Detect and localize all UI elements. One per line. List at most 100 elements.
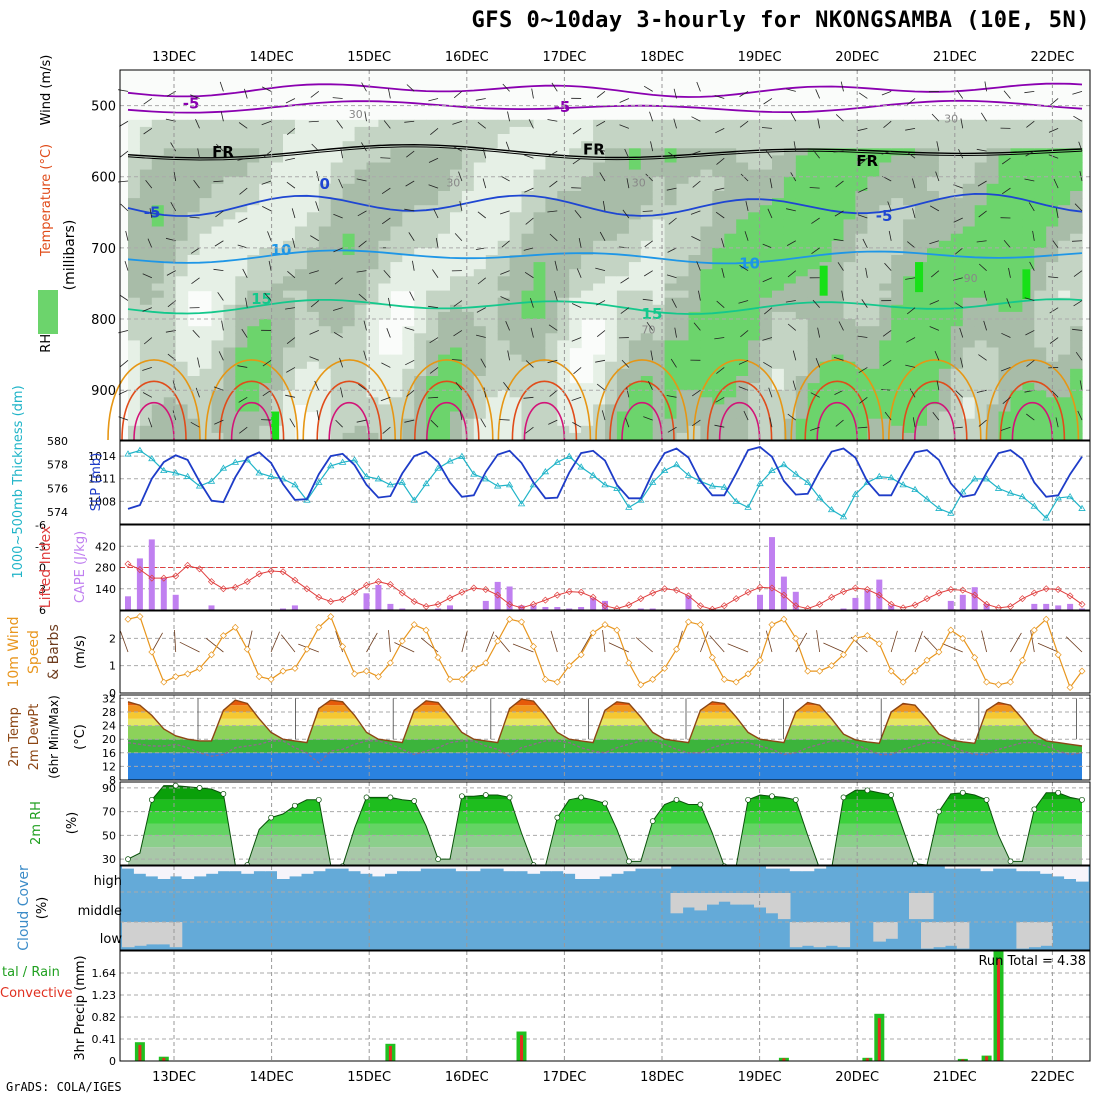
- rh-shading-cell: [831, 176, 845, 185]
- rh-shading-cell: [378, 411, 391, 420]
- rh-shading-cell: [235, 368, 248, 377]
- rh-shading-cell: [676, 226, 689, 235]
- rh-shading-cell: [235, 169, 248, 178]
- rh-shading-cell: [163, 283, 177, 292]
- rh-shading-cell: [1010, 276, 1023, 284]
- cloud-cell: [777, 893, 791, 920]
- rh-shading-cell: [163, 162, 177, 171]
- rh-shading-cell: [199, 212, 213, 220]
- rh-shading-cell: [414, 397, 427, 405]
- rh-shading-cell: [545, 347, 558, 356]
- rh-shading-cell: [247, 155, 260, 164]
- rh-shading-cell: [855, 304, 868, 313]
- rh-shading-cell: [175, 311, 189, 320]
- rh-shading-cell: [438, 432, 451, 441]
- rh-shading-cell: [569, 191, 582, 199]
- thickness-point: [720, 483, 728, 490]
- rh-shading-cell: [151, 376, 165, 384]
- rh-shading-cell: [927, 198, 940, 206]
- rh-shading-cell: [402, 432, 415, 441]
- rh-shading-cell: [938, 432, 952, 441]
- rh-shading-cell: [867, 233, 880, 242]
- rh-shading-cell: [1034, 290, 1047, 299]
- rh-shading-cell: [1046, 176, 1059, 185]
- rh-shading-cell: [366, 361, 379, 370]
- wind-barb: [505, 321, 510, 331]
- rh-shading-cell: [843, 297, 856, 306]
- rh-shading-cell: [366, 383, 379, 391]
- rh-shading-cell: [294, 319, 308, 327]
- rh-shading-cell: [962, 155, 976, 164]
- rh-shading-cell: [962, 290, 976, 299]
- rh-shading-cell: [283, 162, 296, 171]
- rh-shading-cell: [736, 425, 749, 434]
- rh-shading-cell: [306, 205, 320, 213]
- rh-shading-cell: [1034, 212, 1047, 220]
- rh-shading-cell: [795, 319, 809, 327]
- rh-shading-cell: [676, 126, 689, 135]
- rh-shading-cell: [867, 126, 880, 135]
- rh-shading-cell: [497, 119, 511, 128]
- rh-shading-cell: [342, 383, 356, 391]
- rh-shading-cell: [426, 276, 439, 284]
- wind-barb: [763, 98, 773, 105]
- lifted-index-point: [1030, 589, 1038, 597]
- rh-shading-cell: [831, 383, 845, 391]
- rh-shading-cell: [807, 155, 821, 164]
- rh-shading-cell: [390, 276, 403, 284]
- rh-shading-cell: [998, 233, 1011, 242]
- rh-shading-cell: [199, 333, 213, 341]
- wind-barb: [218, 351, 224, 361]
- rh-shading-cell: [294, 240, 308, 249]
- rh-shading-cell: [807, 361, 821, 370]
- rh-shading-cell: [342, 155, 356, 164]
- rh-shading-cell: [998, 354, 1011, 363]
- wind-barb: [811, 247, 820, 255]
- rh-shading-cell: [616, 354, 630, 363]
- rh-shading-cell: [974, 169, 988, 178]
- rh-shading-cell: [366, 333, 379, 341]
- rh-shading-cell: [545, 376, 558, 384]
- thickness-point: [160, 466, 168, 474]
- thickness-point: [1006, 489, 1015, 496]
- wind-barb: [738, 359, 749, 365]
- rh-shading-cell: [461, 141, 475, 149]
- wind-barb: [931, 113, 940, 122]
- rh-shading-cell: [473, 219, 487, 228]
- rh-shading-cell: [748, 432, 761, 441]
- rh-shading-cell: [628, 319, 642, 327]
- precip-convective-bar: [961, 1059, 965, 1061]
- rh-shading-cell: [545, 176, 558, 185]
- rh-shading-cell: [652, 176, 666, 185]
- wind-barb-10m: [635, 637, 653, 653]
- rh-shading-cell: [1034, 368, 1047, 377]
- rh-shading-cell: [1058, 240, 1071, 249]
- rh-shading-cell: [426, 126, 439, 135]
- rh-shading-cell: [223, 219, 236, 228]
- rh-shading-cell: [962, 340, 976, 349]
- cloud-cell: [932, 922, 946, 948]
- rh-shading-cell: [593, 233, 606, 242]
- rh-shading-cell: [724, 290, 737, 299]
- rh-shading-cell: [855, 368, 868, 377]
- rh-shading-cell: [294, 176, 308, 185]
- rh-shading-cell: [712, 134, 725, 142]
- warm-contour: [414, 380, 480, 441]
- rh-shading-cell: [605, 269, 618, 277]
- thickness-point: [804, 478, 812, 485]
- rh-shading-cell: [915, 226, 928, 235]
- rh-shading-cell: [795, 247, 809, 256]
- cloud-cell: [730, 893, 743, 905]
- rh-shading-cell: [736, 390, 749, 398]
- wind-barb: [740, 330, 749, 338]
- rh-shading-cell: [986, 354, 1000, 363]
- rh-shading-cell: [223, 297, 236, 306]
- rh-shading-cell: [450, 141, 463, 149]
- wind-barb: [1026, 120, 1035, 128]
- rh-shading-cell: [151, 333, 165, 341]
- rh-shading-cell: [700, 326, 713, 334]
- rh-shading-cell: [175, 283, 189, 292]
- wind-barb: [882, 359, 892, 367]
- wind-barb: [792, 350, 797, 361]
- rh-shading-cell: [1034, 205, 1047, 213]
